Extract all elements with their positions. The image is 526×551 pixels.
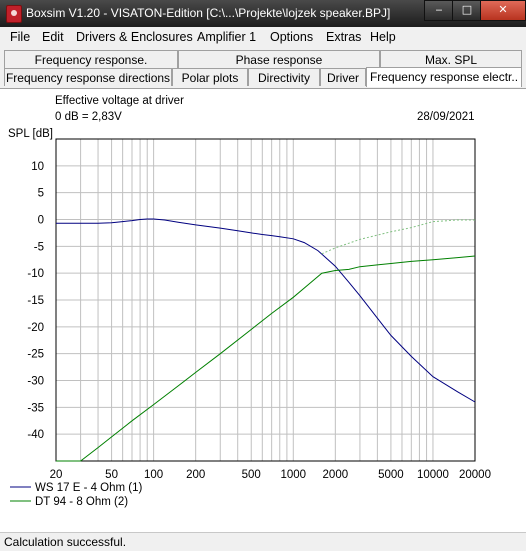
menu-extras[interactable]: Extras <box>326 30 362 44</box>
x-tick-label: 5000 <box>378 469 404 481</box>
menu-drivers-enclosures[interactable]: Drivers & Enclosures <box>76 30 193 44</box>
window-title: Boxsim V1.20 - VISATON-Edition [C:\...\P… <box>26 6 391 20</box>
y-tick-label: -35 <box>27 402 44 414</box>
series-line-2 <box>56 255 476 462</box>
x-tick-label: 100 <box>144 469 163 481</box>
status-text: Calculation successful. <box>4 535 127 549</box>
x-tick-label: 50 <box>105 469 118 481</box>
tab-frequency-response-directions[interactable]: Frequency response directions <box>4 68 172 86</box>
menu-amplifier[interactable]: Amplifier 1 <box>197 30 257 44</box>
minimize-button[interactable]: ‒ <box>424 0 454 21</box>
y-tick-label: -40 <box>27 429 44 441</box>
y-tick-label: 5 <box>38 188 44 200</box>
tab-directivity[interactable]: Directivity <box>248 68 320 86</box>
x-tick-label: 2000 <box>323 469 349 481</box>
tab-max-spl[interactable]: Max. SPL <box>380 50 522 68</box>
maximize-button[interactable]: □ <box>452 0 482 21</box>
y-tick-label: -25 <box>27 349 44 361</box>
tab-strip: Frequency response. Phase response Max. … <box>0 48 526 88</box>
y-tick-label: -5 <box>34 241 44 253</box>
plot-date: 28/09/2021 <box>417 111 475 123</box>
tab-driver[interactable]: Driver <box>320 68 366 86</box>
menu-bar: File Edit Drivers & Enclosures Amplifier… <box>0 27 526 48</box>
tab-frequency-response[interactable]: Frequency response. <box>4 50 178 68</box>
series-line-3 <box>321 219 475 255</box>
plot-panel: Effective voltage at driver 0 dB = 2,83V… <box>0 88 526 533</box>
x-tick-label: 20000 <box>459 469 491 481</box>
y-tick-label: -30 <box>27 376 44 388</box>
menu-edit[interactable]: Edit <box>42 30 64 44</box>
close-button[interactable]: ✕ <box>480 0 526 21</box>
legend-label: WS 17 E - 4 Ohm (1) <box>35 482 143 494</box>
legend-label: DT 94 - 8 Ohm (2) <box>35 496 128 508</box>
status-bar: Calculation successful. <box>0 532 526 551</box>
x-tick-label: 1000 <box>280 469 306 481</box>
x-tick-label: 500 <box>242 469 261 481</box>
plot-reference: 0 dB = 2,83V <box>55 111 122 123</box>
x-tick-label: 200 <box>186 469 205 481</box>
series-line-1 <box>56 218 476 403</box>
plot-subtitle: Effective voltage at driver <box>55 95 184 107</box>
menu-help[interactable]: Help <box>370 30 396 44</box>
tab-polar-plots[interactable]: Polar plots <box>172 68 248 86</box>
tab-phase-response[interactable]: Phase response <box>178 50 380 68</box>
y-tick-label: 10 <box>31 161 44 173</box>
x-tick-label: 20 <box>50 469 63 481</box>
menu-file[interactable]: File <box>10 30 31 44</box>
plot-frame <box>55 138 476 462</box>
tab-frequency-response-electrical[interactable]: Frequency response electr.. <box>366 67 522 87</box>
y-axis-label: SPL [dB] <box>8 128 53 140</box>
y-tick-label: 0 <box>38 215 44 227</box>
y-tick-label: -20 <box>27 322 44 334</box>
app-icon <box>6 5 22 23</box>
y-tick-label: -15 <box>27 295 44 307</box>
x-tick-label: 10000 <box>417 469 449 481</box>
y-tick-label: -10 <box>27 268 44 280</box>
title-bar: Boxsim V1.20 - VISATON-Edition [C:\...\P… <box>0 0 526 27</box>
menu-options[interactable]: Options <box>270 30 314 44</box>
